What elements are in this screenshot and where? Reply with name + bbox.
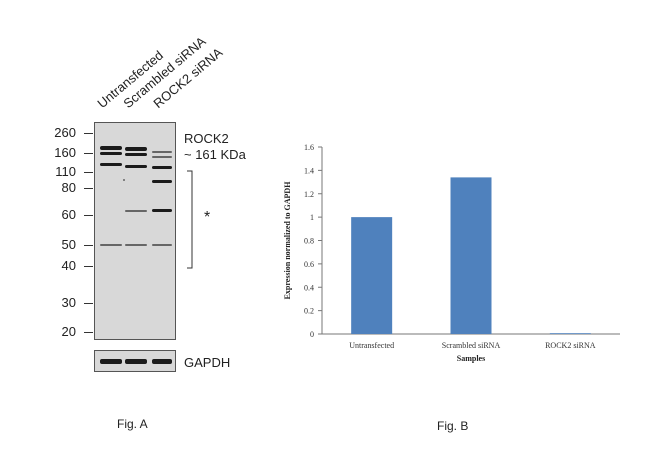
- mw-tick: [84, 172, 93, 173]
- y-tick-label: 0.2: [304, 307, 314, 316]
- mw-tick: [84, 245, 93, 246]
- y-tick-label: 0: [310, 330, 314, 339]
- gapdh-band: [100, 359, 122, 364]
- y-tick-label: 0.4: [304, 283, 314, 292]
- mw-marker-30: 30: [61, 295, 76, 310]
- blot-band: [125, 165, 147, 168]
- rock2-band: [152, 156, 172, 158]
- blot-band: [152, 244, 172, 246]
- mw-marker-160: 160: [54, 145, 76, 160]
- nonspecific-bracket: [187, 170, 193, 269]
- y-tick-label: 1: [310, 213, 314, 222]
- blot-band: [152, 209, 172, 212]
- x-tick-label: Scrambled siRNA: [442, 341, 501, 350]
- mw-tick: [84, 303, 93, 304]
- mw-marker-60: 60: [61, 207, 76, 222]
- blot-band: [125, 210, 147, 212]
- mw-tick: [84, 215, 93, 216]
- x-tick-label: Untransfected: [349, 341, 394, 350]
- mw-marker-50: 50: [61, 237, 76, 252]
- fig-b-caption: Fig. B: [437, 419, 469, 433]
- blot-band: [152, 180, 172, 183]
- mw-marker-20: 20: [61, 324, 76, 339]
- mw-tick: [84, 266, 93, 267]
- gapdh-blot-membrane: [94, 350, 176, 372]
- gapdh-label: GAPDH: [184, 355, 231, 370]
- bar: [549, 333, 591, 334]
- blot-band: [100, 244, 122, 246]
- mw-marker-260: 260: [54, 125, 76, 140]
- mw-marker-110: 110: [55, 164, 76, 179]
- y-tick-label: 0.8: [304, 237, 314, 246]
- gapdh-band: [152, 359, 172, 364]
- x-axis-title: Samples: [457, 354, 485, 363]
- fig-a-caption: Fig. A: [117, 417, 148, 431]
- western-blot-membrane: [94, 122, 176, 340]
- rock2-band: [100, 146, 122, 150]
- blot-band: [125, 244, 147, 246]
- rock2-band: [152, 151, 172, 153]
- mw-tick: [84, 332, 93, 333]
- mw-tick: [84, 133, 93, 134]
- gapdh-band: [125, 359, 147, 364]
- y-tick-label: 1.2: [304, 190, 314, 199]
- y-tick-label: 1.6: [304, 143, 314, 152]
- rock2-band: [125, 153, 147, 156]
- y-axis-title: Expression normalized to GAPDH: [283, 181, 292, 300]
- x-tick-label: ROCK2 siRNA: [545, 341, 596, 350]
- mw-marker-80: 80: [61, 180, 76, 195]
- bar: [351, 217, 393, 334]
- mw-marker-40: 40: [61, 258, 76, 273]
- blot-band: [152, 166, 172, 169]
- nonspecific-asterisk: *: [204, 209, 211, 226]
- rock2-band: [125, 147, 147, 151]
- y-tick-label: 0.6: [304, 260, 314, 269]
- blot-band: [100, 163, 122, 166]
- blot-band: [123, 179, 125, 181]
- rock2-band: [100, 152, 122, 155]
- y-tick-label: 1.4: [304, 166, 314, 175]
- mw-tick: [84, 153, 93, 154]
- rock2-label: ROCK2: [184, 131, 229, 146]
- expression-bar-chart: 0 0.2 0.4 0.6 0.8 1 1.2 1.4 1.6 Untransfected Scra…: [283, 143, 620, 363]
- rock2-size-label: ~ 161 KDa: [184, 147, 246, 162]
- mw-tick: [84, 188, 93, 189]
- bar: [450, 177, 492, 334]
